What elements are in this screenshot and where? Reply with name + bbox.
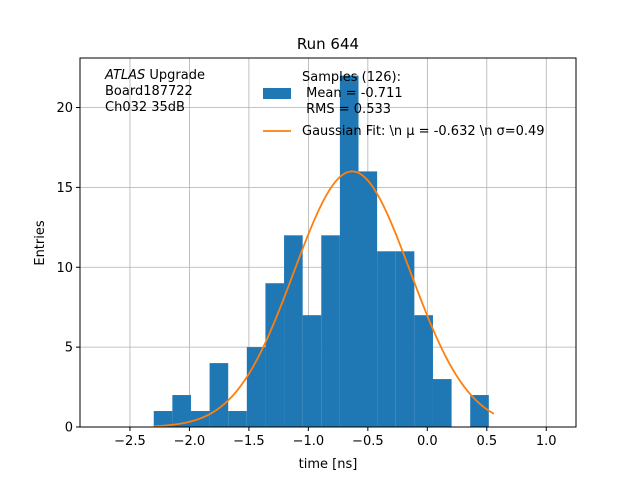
histogram-bar [153, 411, 173, 427]
annotation-italic-text: ATLAS [104, 68, 145, 83]
histogram-bar [395, 251, 415, 427]
annotation-text: Ch032 35dB [105, 100, 185, 115]
legend-histogram-label-line-1: Samples (126): [302, 70, 401, 85]
gaussian-fit-layer [153, 170, 495, 428]
legend-histogram-swatch [263, 88, 291, 99]
x-tick-label: −0.5 [352, 434, 384, 449]
chart-title: Run 644 [297, 35, 359, 53]
annotation-text: Board187722 [105, 84, 193, 99]
legend-histogram-label-line-2: Mean = -0.711 [302, 86, 403, 101]
histogram-bar [339, 75, 359, 428]
histogram-bar [209, 363, 229, 427]
histogram-bar [246, 347, 266, 427]
histogram-bar [228, 411, 247, 427]
plot-frame [79, 57, 577, 428]
legend: Samples (126): Mean = -0.711 RMS = 0.533… [263, 70, 545, 139]
y-tick-label: 15 [56, 181, 73, 196]
y-tick-label: 5 [65, 341, 73, 356]
histogram-bar [265, 283, 285, 427]
histogram-bar [414, 315, 433, 427]
legend-histogram-label-line-3: RMS = 0.533 [302, 102, 391, 117]
atlas-annotation: ATLAS Upgrade Board187722 Ch032 35dB [104, 68, 205, 115]
histogram-bar [284, 235, 303, 427]
histogram-bar [470, 395, 489, 427]
annotation-text: Upgrade [145, 68, 205, 83]
histogram-bar [432, 379, 452, 427]
gaussian-fit-line [153, 170, 495, 428]
x-tick-label: −2.5 [114, 434, 146, 449]
x-tick-label: 1.0 [536, 434, 557, 449]
x-axis-label: time [ns] [299, 457, 358, 472]
x-axis-ticks: −2.5 −2.0 −1.5 −1.0 −0.5 0.0 0.5 1.0 [114, 427, 557, 449]
histogram-bar [302, 315, 322, 427]
x-tick-label: −1.5 [233, 434, 265, 449]
y-tick-label: 20 [56, 101, 73, 116]
y-axis-label: Entries [33, 220, 48, 266]
histogram-bar [358, 171, 378, 427]
annotation-line: ATLAS Upgrade [104, 68, 205, 83]
annotation-line: Ch032 35dB [105, 100, 185, 115]
histogram-bar [172, 395, 191, 427]
annotation-line: Board187722 [105, 84, 193, 99]
x-tick-label: −1.0 [293, 434, 325, 449]
y-tick-label: 0 [65, 421, 73, 436]
x-tick-label: −2.0 [174, 434, 206, 449]
x-tick-label: 0.5 [476, 434, 497, 449]
y-tick-label: 10 [56, 261, 73, 276]
y-axis-ticks: 0 5 10 15 20 [56, 101, 80, 436]
histogram-bar [377, 251, 396, 427]
histogram-bar [321, 235, 340, 427]
histogram-bars [153, 75, 489, 428]
legend-fit-label: Gaussian Fit: \n μ = -0.632 \n σ=0.49 [302, 124, 545, 139]
x-tick-label: 0.0 [417, 434, 438, 449]
